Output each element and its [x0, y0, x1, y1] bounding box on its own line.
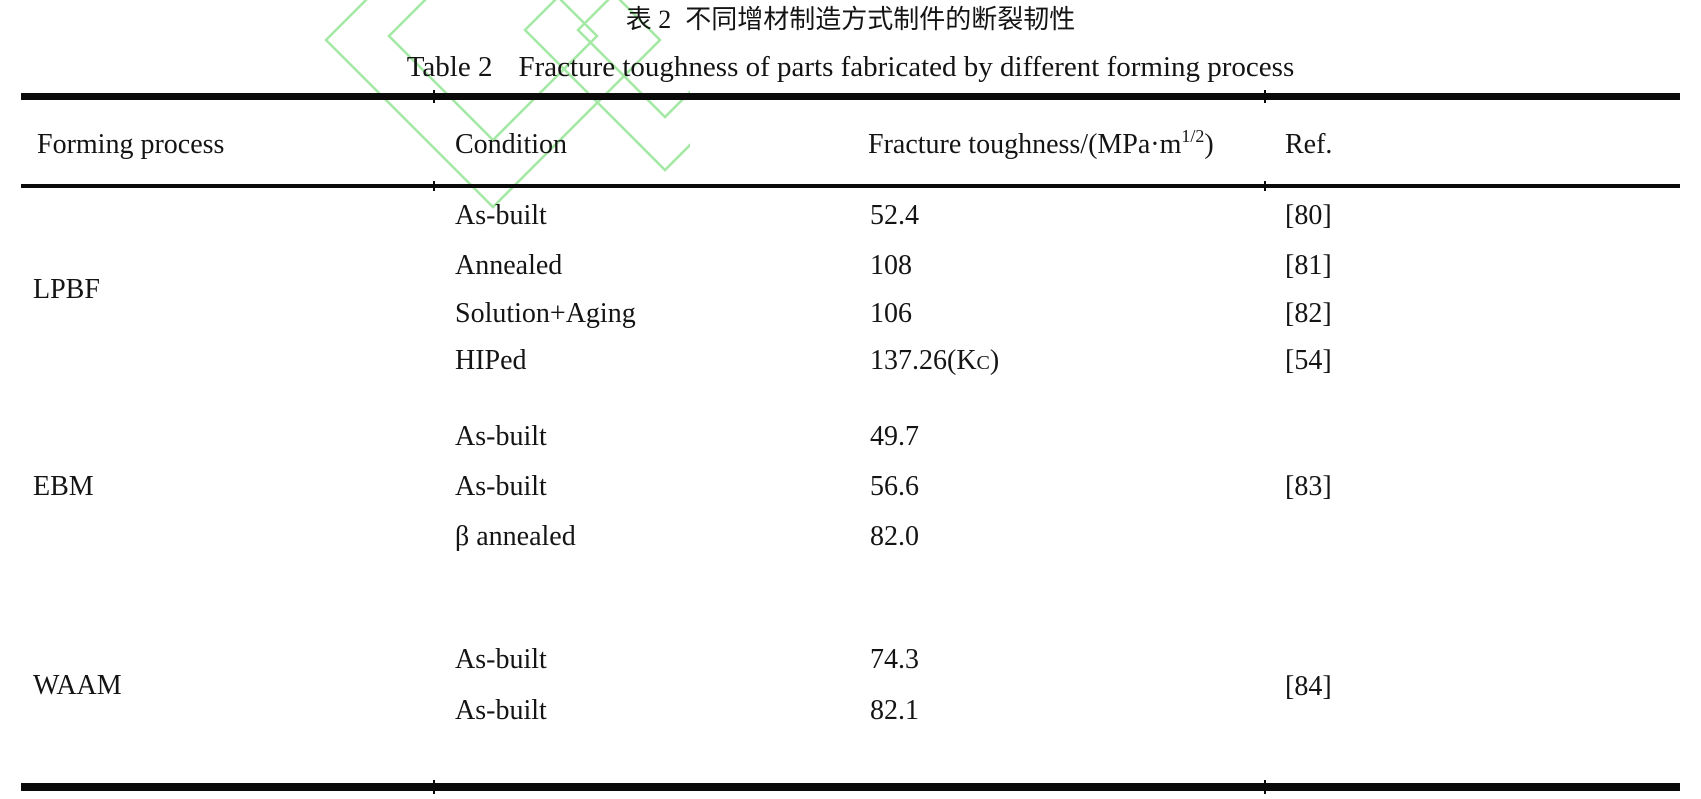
column-header-forming-process: Forming process — [37, 129, 225, 160]
condition-value: β annealed — [455, 521, 576, 552]
toughness-value: 49.7 — [870, 421, 919, 452]
ref-value: [82] — [1285, 298, 1332, 329]
table-rule-top — [21, 90, 1680, 103]
table-caption-zh-text: 不同增材制造方式制件的断裂韧性 — [685, 5, 1076, 34]
process-label-lpbf: LPBF — [33, 274, 100, 305]
column-boundary-tick — [1264, 90, 1266, 103]
table-caption-zh-label: 表 2 — [625, 5, 672, 34]
condition-value: As-built — [455, 695, 547, 726]
subscript-kc: C — [976, 352, 990, 374]
condition-value: As-built — [455, 200, 547, 231]
column-header-fracture-toughness: Fracture toughness/(MPa·m1/2) — [868, 126, 1214, 160]
ref-value: [54] — [1285, 345, 1332, 376]
ref-value-group: [84] — [1285, 671, 1332, 702]
superscript-one-half: 1/2 — [1181, 126, 1205, 146]
toughness-value: 137.26(KC) — [870, 345, 1000, 376]
condition-value: Solution+Aging — [455, 298, 636, 329]
ref-value: [80] — [1285, 200, 1332, 231]
toughness-value: 82.0 — [870, 521, 919, 552]
column-header-condition: Condition — [455, 129, 568, 160]
toughness-value: 82.1 — [870, 695, 919, 726]
table-caption-zh: 表 2 不同增材制造方式制件的断裂韧性 — [0, 5, 1701, 35]
condition-value: HIPed — [455, 345, 527, 376]
toughness-value: 108 — [870, 250, 912, 281]
process-label-waam: WAAM — [33, 670, 122, 701]
column-boundary-tick — [433, 780, 435, 794]
ref-value: [81] — [1285, 250, 1332, 281]
column-boundary-tick — [433, 90, 435, 103]
condition-value: Annealed — [455, 250, 563, 281]
condition-value: As-built — [455, 644, 547, 675]
toughness-value: 106 — [870, 298, 912, 329]
table-rule-bottom — [21, 780, 1680, 794]
table-caption-en-label: Table 2 — [406, 51, 493, 83]
toughness-value: 56.6 — [870, 471, 919, 502]
condition-value: As-built — [455, 471, 547, 502]
ref-value: [83] — [1285, 471, 1332, 502]
column-boundary-tick — [1264, 181, 1266, 191]
table-caption-en: Table 2 Fracture toughness of parts fabr… — [0, 51, 1701, 84]
table-caption-en-text: Fracture toughness of parts fabricated b… — [518, 51, 1295, 83]
condition-value: As-built — [455, 421, 547, 452]
column-boundary-tick — [433, 181, 435, 191]
process-label-ebm: EBM — [33, 471, 94, 502]
column-boundary-tick — [1264, 780, 1266, 794]
table-rule-header — [21, 181, 1680, 191]
toughness-value: 52.4 — [870, 200, 919, 231]
toughness-value: 74.3 — [870, 644, 919, 675]
column-header-ref: Ref. — [1285, 129, 1333, 160]
